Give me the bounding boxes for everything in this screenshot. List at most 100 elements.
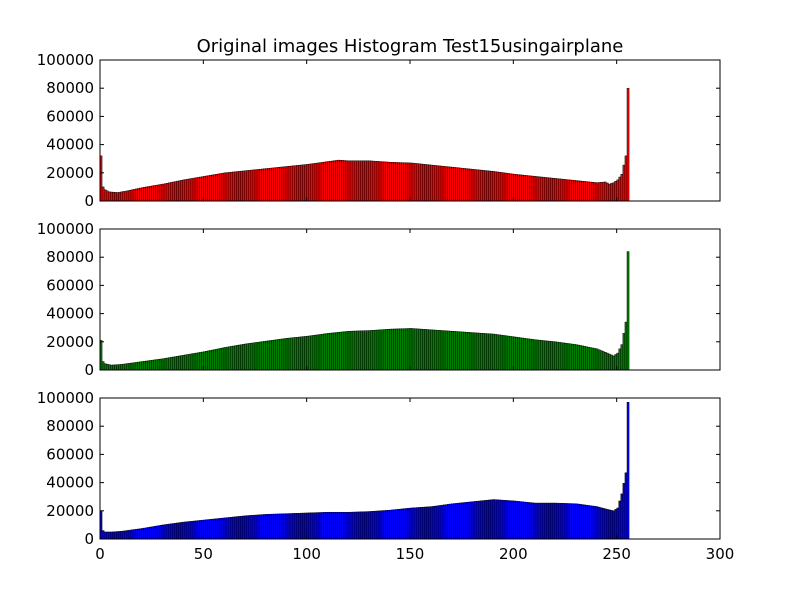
histogram-bar — [391, 328, 394, 371]
histogram-bar — [178, 522, 181, 540]
histogram-bar — [548, 502, 551, 540]
histogram-bar — [130, 189, 134, 202]
histogram-bar — [362, 511, 365, 540]
histogram-bar — [606, 509, 609, 540]
histogram-bar — [467, 332, 471, 371]
histogram-bar — [444, 330, 448, 371]
histogram-bar — [196, 177, 200, 202]
histogram-bar — [389, 509, 392, 540]
histogram-bar — [213, 174, 216, 202]
histogram-bar — [382, 510, 386, 540]
histogram-bar — [444, 504, 448, 540]
histogram-bar — [473, 501, 477, 540]
histogram-bar — [325, 161, 328, 202]
histogram-bar — [103, 189, 107, 202]
histogram-bar — [446, 504, 450, 540]
histogram-bar — [155, 359, 159, 371]
histogram-bar — [587, 181, 591, 202]
histogram-bar — [331, 511, 334, 540]
histogram-bar — [484, 170, 487, 202]
histogram-bar — [161, 183, 165, 202]
histogram-bar — [110, 531, 113, 540]
histogram-bar — [186, 354, 190, 371]
histogram-bar — [558, 502, 562, 540]
histogram-bar — [205, 351, 208, 371]
y-tick-label: 20000 — [46, 164, 94, 182]
histogram-bar — [238, 344, 241, 371]
histogram-bar — [529, 175, 533, 202]
histogram-bar — [151, 359, 154, 371]
histogram-bar — [149, 185, 152, 202]
x-tick-label: 300 — [706, 545, 735, 563]
histogram-bar — [451, 331, 454, 371]
histogram-bar — [401, 162, 405, 202]
histogram-bar — [358, 160, 361, 202]
histogram-bar — [149, 526, 152, 540]
histogram-bar — [581, 180, 584, 202]
histogram-bar — [349, 330, 353, 371]
histogram-bar — [591, 347, 595, 371]
histogram-bar — [523, 175, 526, 202]
histogram-bar — [339, 160, 343, 202]
histogram-bar — [601, 351, 605, 371]
histogram-bar — [535, 502, 539, 540]
histogram-bar — [246, 170, 250, 202]
histogram-bar — [438, 505, 442, 540]
histogram-bar — [281, 338, 285, 371]
histogram-bar — [269, 340, 272, 371]
histogram-bar — [273, 513, 276, 540]
histogram-bar — [337, 332, 340, 371]
histogram-bar — [252, 514, 256, 540]
histogram-bar — [622, 164, 626, 202]
histogram-bar — [606, 182, 609, 202]
histogram-bar — [238, 171, 241, 202]
histogram-bar — [546, 177, 549, 202]
histogram-bar — [589, 347, 593, 371]
histogram-bar — [188, 353, 192, 371]
histogram-bar — [411, 162, 415, 202]
red-channel-panel: 0 20000 40000 60000 80000 100000 — [37, 51, 721, 210]
histogram-bar — [188, 521, 192, 540]
histogram-bar — [227, 172, 231, 202]
histogram-bar — [165, 183, 169, 202]
histogram-bar — [182, 354, 185, 371]
histogram-bar — [244, 170, 247, 202]
histogram-bar — [494, 171, 498, 202]
histogram-bar — [277, 167, 281, 202]
histogram-bar — [263, 341, 266, 371]
histogram-bar — [568, 179, 572, 202]
histogram-bar — [273, 339, 276, 371]
histogram-bar — [546, 340, 549, 371]
histogram-bar — [542, 502, 545, 540]
histogram-bar — [341, 331, 345, 371]
histogram-bar — [461, 502, 464, 540]
histogram-bar — [242, 170, 245, 202]
histogram-bar — [531, 175, 535, 202]
histogram-bar — [248, 515, 252, 540]
histogram-bar — [161, 358, 165, 371]
histogram-bar — [343, 160, 347, 202]
histogram-bar — [368, 511, 371, 540]
histogram-bar — [387, 329, 390, 371]
histogram-bar — [298, 164, 301, 202]
histogram-bar — [300, 512, 303, 540]
chart-title: Original images Histogram Test15usingair… — [197, 36, 624, 57]
histogram-bar — [597, 182, 601, 202]
histogram-bar — [498, 499, 502, 540]
histogram-bar — [496, 171, 500, 202]
histogram-bar — [120, 364, 123, 371]
histogram-bar — [316, 512, 320, 540]
histogram-bar — [477, 332, 481, 371]
histogram-bar — [556, 502, 560, 540]
histogram-bar — [312, 335, 316, 371]
histogram-bar — [556, 178, 560, 202]
histogram-bar — [122, 530, 126, 540]
histogram-bar — [537, 176, 541, 202]
histogram-bar — [126, 190, 130, 202]
histogram-bar — [298, 336, 301, 371]
histogram-bar — [254, 342, 258, 371]
histogram-bar — [347, 160, 351, 202]
histogram-bar — [120, 191, 123, 202]
histogram-bar — [335, 511, 338, 540]
histogram-bar — [415, 328, 419, 371]
